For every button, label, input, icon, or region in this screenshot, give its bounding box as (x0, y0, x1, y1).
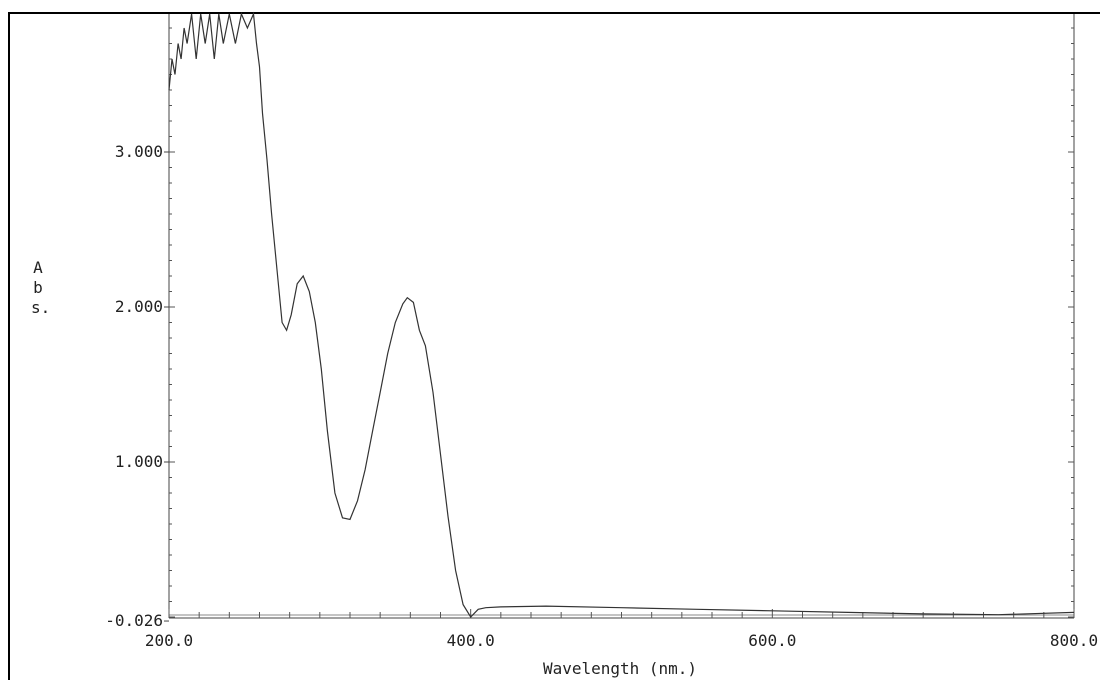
x-tick-label: 800.0 (1050, 631, 1098, 650)
y-tick-label: 3.000 (115, 142, 163, 161)
y-tick-label: 2.000 (115, 297, 163, 316)
axes (168, 14, 1075, 619)
x-tick-label: 200.0 (145, 631, 193, 650)
x-tick-label: 400.0 (447, 631, 495, 650)
ticks: -0.026 1.000 2.000 3.000 200.0 400.0 600.0 800.… (105, 27, 1098, 650)
y-tick-label: -0.026 (105, 611, 163, 630)
series-marks (168, 11, 1075, 618)
series-line-0 (168, 11, 1075, 618)
y-axis-label: Abs. (31, 258, 51, 317)
x-axis-label: Wavelength (nm.) (543, 659, 697, 678)
y-tick-label: 1.000 (115, 452, 163, 471)
plot-frame (8, 12, 1100, 680)
x-tick-label: 600.0 (748, 631, 796, 650)
